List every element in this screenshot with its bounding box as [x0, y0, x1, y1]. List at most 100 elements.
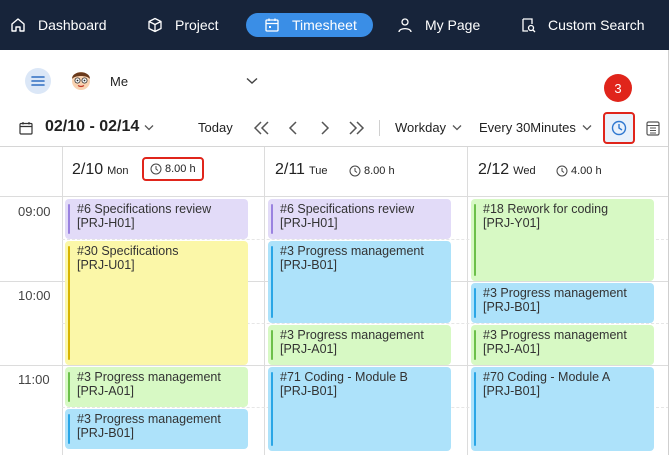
day-header-tue: 2/11 Tue 8.00 h — [264, 147, 467, 195]
time-label-1000: 10:00 — [18, 288, 51, 303]
chevron-right-icon[interactable] — [319, 121, 331, 135]
day-header-wed: 2/12 Wed 4.00 h — [467, 147, 668, 195]
search-doc-icon — [522, 18, 536, 33]
event-title: #6 Specifications review — [280, 202, 415, 216]
menu-button[interactable] — [25, 68, 51, 94]
event-code: [PRJ-A01] — [483, 342, 540, 356]
workday-label: Workday — [395, 120, 447, 135]
event-card[interactable]: #6 Specifications review [PRJ-H01] — [65, 199, 248, 239]
day-date-text: 2/10 — [72, 161, 104, 178]
event-card[interactable]: #3 Progress management [PRJ-A01] — [65, 367, 248, 407]
calendar-small-icon[interactable] — [19, 121, 33, 135]
day-of-week: Tue — [308, 165, 328, 177]
home-icon — [11, 18, 25, 32]
calendar-view-icon[interactable] — [646, 120, 660, 136]
event-card[interactable]: #70 Coding - Module A [PRJ-B01] — [471, 367, 654, 451]
user-icon — [398, 18, 412, 33]
event-code: [PRJ-H01] — [280, 216, 338, 230]
header-divider — [0, 196, 669, 197]
step-badge: 3 — [604, 74, 632, 102]
day-of-week: Mon — [107, 165, 129, 177]
event-card[interactable]: #18 Rework for coding [PRJ-Y01] — [471, 199, 654, 281]
event-code: [PRJ-A01] — [77, 384, 134, 398]
event-card[interactable]: #3 Progress management [PRJ-B01] — [471, 283, 654, 323]
event-card[interactable]: #3 Progress management [PRJ-A01] — [471, 325, 654, 365]
event-title: #3 Progress management — [77, 412, 221, 426]
event-code: [PRJ-Y01] — [483, 216, 540, 230]
event-code: [PRJ-B01] — [483, 300, 540, 314]
nav-timesheet[interactable]: Timesheet — [246, 13, 373, 37]
user-name[interactable]: Me — [110, 74, 129, 89]
clock-icon — [349, 165, 361, 177]
day-hours-text: 8.00 h — [165, 163, 196, 175]
day-hours-text: 8.00 h — [364, 165, 395, 177]
nav-dashboard[interactable]: Dashboard — [10, 13, 107, 37]
event-title: #3 Progress management — [483, 328, 627, 342]
event-code: [PRJ-B01] — [483, 384, 540, 398]
event-title: #6 Specifications review — [77, 202, 212, 216]
event-card[interactable]: #6 Specifications review [PRJ-H01] — [268, 199, 451, 239]
nav-custom-search[interactable]: Custom Search — [520, 13, 644, 37]
nav-my-page[interactable]: My Page — [397, 13, 480, 37]
day-hours-badge[interactable]: 8.00 h — [349, 165, 395, 177]
event-title: #71 Coding - Module B — [280, 370, 408, 384]
hamburger-icon — [31, 76, 45, 86]
day-hours-text: 4.00 h — [571, 165, 602, 177]
day-date-text: 2/11 — [275, 161, 305, 178]
interval-label: Every 30Minutes — [479, 120, 576, 135]
event-code: [PRJ-B01] — [280, 384, 337, 398]
chevron-down-icon — [144, 124, 154, 130]
chevron-down-icon — [582, 125, 592, 131]
day-hours-badge[interactable]: 8.00 h — [142, 157, 204, 181]
event-card[interactable]: #3 Progress management [PRJ-B01] — [65, 409, 248, 449]
day-date: 2/12 Wed — [478, 161, 536, 179]
column-divider — [467, 147, 468, 455]
event-card[interactable]: #71 Coding - Module B [PRJ-B01] — [268, 367, 451, 451]
nav-my-page-label: My Page — [425, 17, 481, 33]
day-hours-badge[interactable]: 4.00 h — [556, 165, 602, 177]
chevron-left-icon[interactable] — [287, 121, 299, 135]
nav-project[interactable]: Project — [147, 13, 219, 37]
hour-line-11 — [0, 365, 669, 366]
event-title: #3 Progress management — [483, 286, 627, 300]
half-hour-line — [62, 239, 669, 240]
time-label-1100: 11:00 — [18, 372, 50, 387]
grid-top-border — [0, 146, 669, 147]
half-hour-line — [62, 323, 669, 324]
hours-toggle-button[interactable] — [603, 112, 635, 144]
event-title: #30 Specifications — [77, 244, 179, 258]
calendar-icon — [265, 18, 279, 32]
event-code: [PRJ-H01] — [77, 216, 135, 230]
event-title: #70 Coding - Module A — [483, 370, 611, 384]
event-title: #18 Rework for coding — [483, 202, 609, 216]
chevron-down-icon[interactable] — [246, 77, 258, 85]
event-title: #3 Progress management — [280, 244, 424, 258]
toolbar-divider — [379, 120, 380, 136]
time-label-0900: 09:00 — [18, 204, 51, 219]
event-code: [PRJ-U01] — [77, 258, 135, 272]
top-nav: Dashboard Project Timesheet My Page Cust… — [0, 0, 669, 50]
toolbar: 02/10 - 02/14 Today Workday Every 30Minu… — [0, 110, 669, 146]
nav-custom-search-label: Custom Search — [548, 17, 645, 33]
event-card[interactable]: #30 Specifications [PRJ-U01] — [65, 241, 248, 365]
double-chevron-right-icon[interactable] — [347, 121, 365, 135]
event-title: #3 Progress management — [280, 328, 424, 342]
double-chevron-left-icon[interactable] — [253, 121, 271, 135]
chevron-down-icon — [452, 125, 462, 131]
today-label: Today — [198, 120, 233, 135]
avatar[interactable] — [68, 67, 94, 93]
workday-dropdown[interactable]: Workday — [395, 120, 462, 135]
event-code: [PRJ-A01] — [280, 342, 337, 356]
column-divider — [264, 147, 265, 455]
user-row: Me — [0, 50, 669, 110]
event-card[interactable]: #3 Progress management [PRJ-B01] — [268, 241, 451, 323]
day-date: 2/11 Tue — [275, 161, 328, 179]
date-range-picker[interactable]: 02/10 - 02/14 — [45, 118, 154, 136]
cube-icon — [148, 17, 162, 33]
today-button[interactable]: Today — [198, 120, 233, 135]
event-card[interactable]: #3 Progress management [PRJ-A01] — [268, 325, 451, 365]
interval-dropdown[interactable]: Every 30Minutes — [479, 120, 592, 135]
event-code: [PRJ-B01] — [280, 258, 337, 272]
clock-icon — [150, 163, 162, 175]
nav-timesheet-label: Timesheet — [292, 17, 357, 33]
